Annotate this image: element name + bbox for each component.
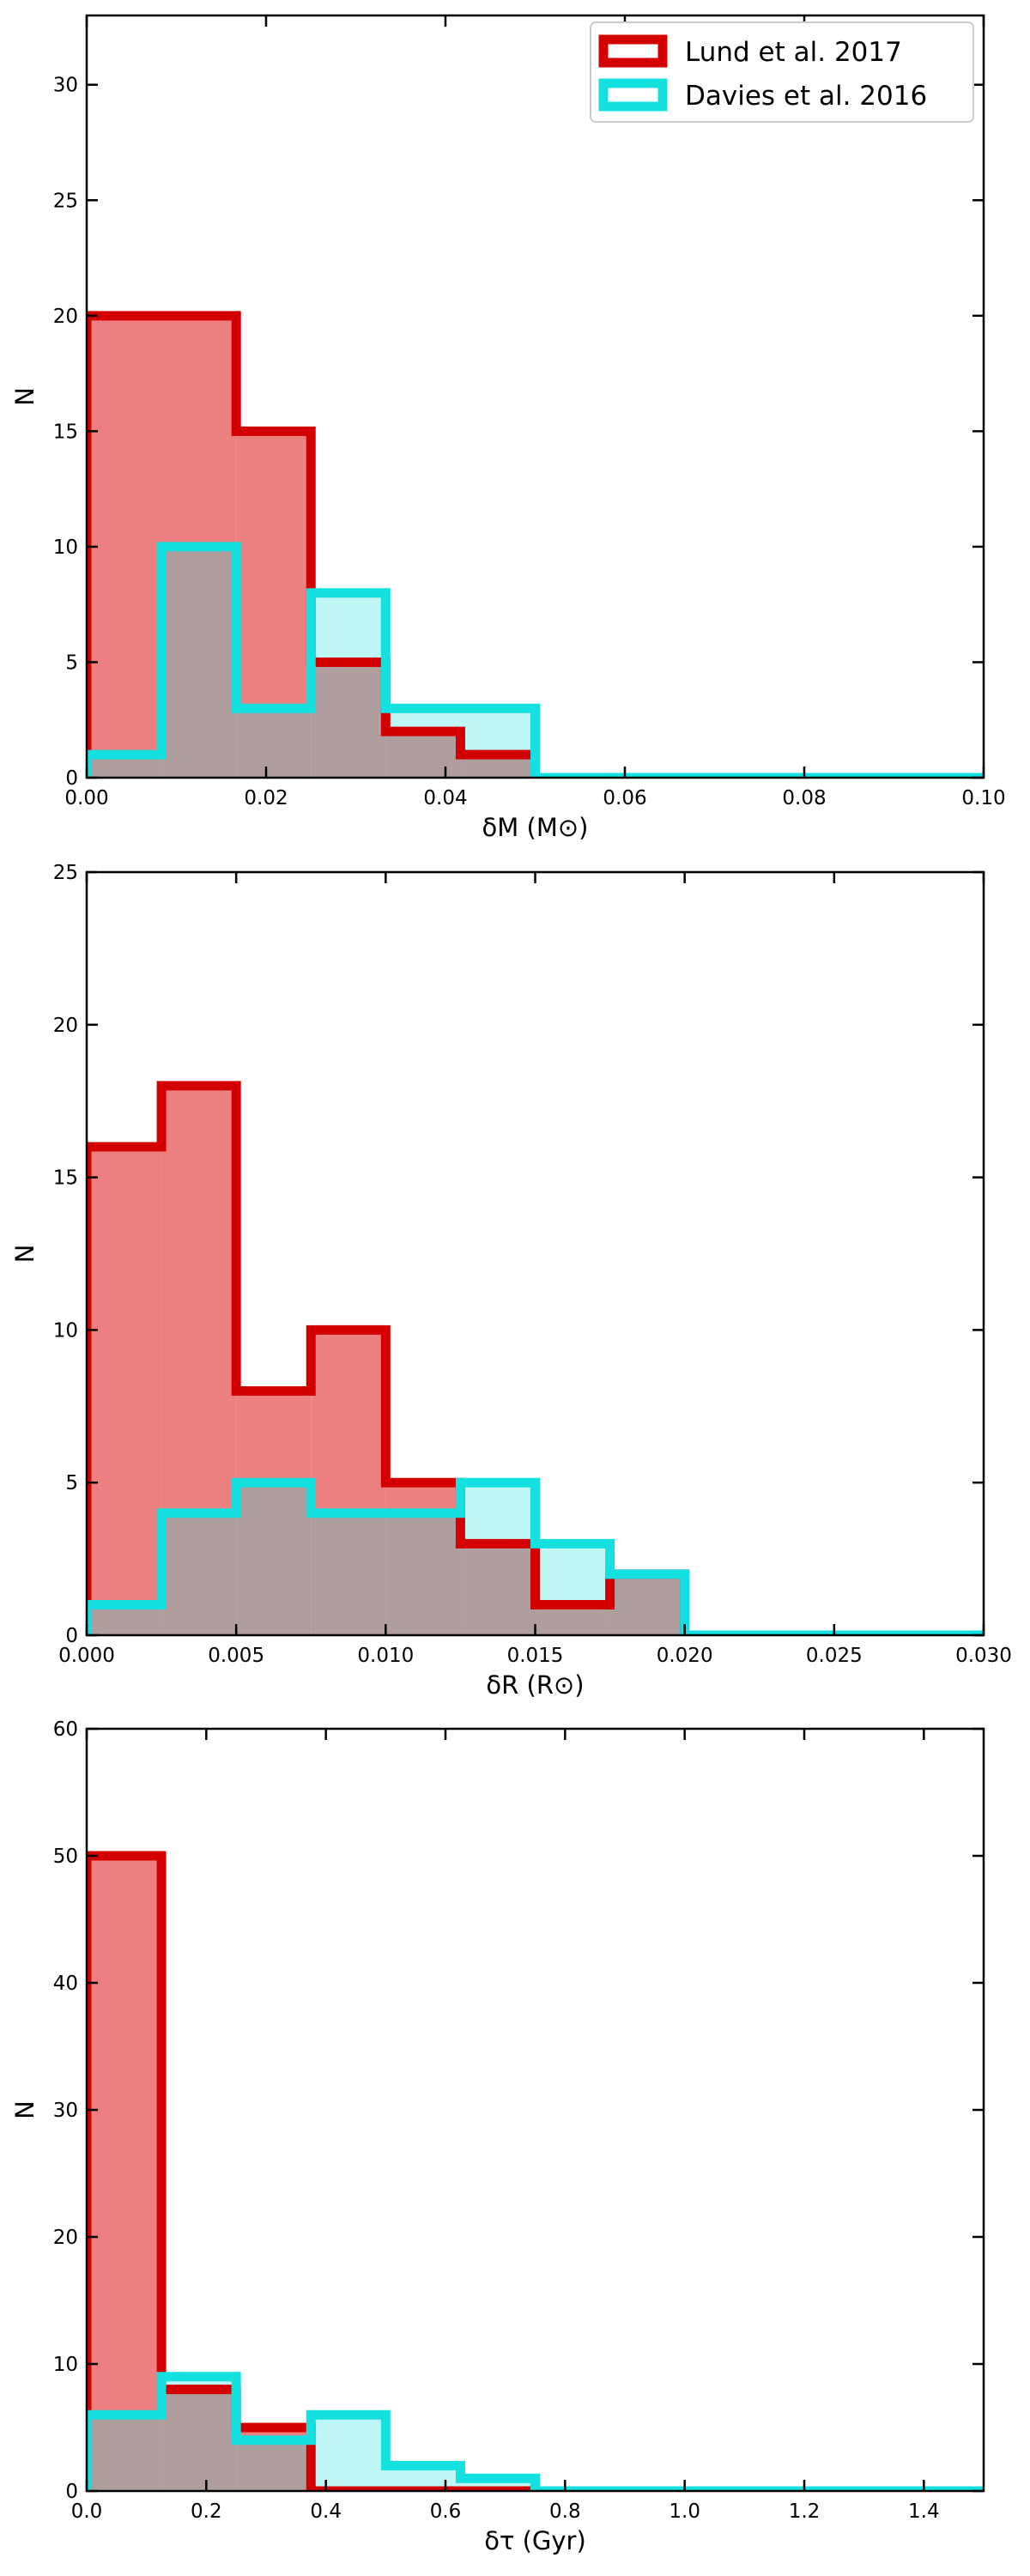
y-tick-label: 20 — [53, 1015, 78, 1037]
lund-outline — [87, 311, 984, 778]
legend: Lund et al. 2017 Davies et al. 2016 — [590, 21, 974, 123]
overlap-bar — [236, 1482, 312, 1635]
plot-area — [87, 311, 984, 778]
overlap-bar — [311, 662, 386, 778]
x-tick-label: 0.0 — [71, 2500, 103, 2523]
x-tick-label: 0.015 — [507, 1645, 564, 1667]
davies-outline — [87, 1477, 984, 1635]
overlap-bar — [609, 1573, 685, 1635]
axes-frame — [85, 14, 985, 779]
y-tick-label: 30 — [53, 2100, 78, 2122]
overlap-bar — [236, 2440, 312, 2491]
y-tick-label: 10 — [53, 1319, 78, 1342]
y-tick-label: 0 — [65, 767, 78, 790]
chart-panel-3: 0.0 0.2 0.4 0.6 0.8 1.0 1.2 1.4 0 10 20 30 40 50 60 δτ … — [10, 1718, 985, 2555]
plot-area — [87, 1081, 984, 1635]
chart-panel-1: 0.00 0.02 0.04 0.06 0.08 0.10 0 5 10 15 20 25 30 δM (… — [10, 14, 1006, 842]
y-tick-label: 15 — [53, 1167, 78, 1190]
lund-bar — [87, 1147, 162, 1635]
x-tick-label: 0.010 — [357, 1645, 414, 1667]
y-tick-label: 50 — [53, 1846, 78, 1868]
x-tick-label: 0.2 — [191, 2500, 222, 2523]
x-tick-label: 0.08 — [782, 787, 826, 809]
davies-outline — [87, 542, 984, 778]
y-tick-label: 5 — [65, 1472, 78, 1494]
x-tick-label: 1.4 — [908, 2500, 940, 2523]
x-tick-label: 0.005 — [208, 1645, 264, 1667]
legend-swatch-davies — [598, 78, 668, 112]
y-tick-label: 40 — [53, 1973, 78, 1995]
legend-swatch-lund — [598, 34, 668, 68]
x-tick-label: 0.00 — [64, 787, 108, 809]
y-axis-label: N — [10, 1245, 39, 1264]
y-tick-label: 60 — [53, 1718, 78, 1741]
chart-panel-2: 0.000 0.005 0.010 0.015 0.020 0.025 0.030 0 5 10 1… — [10, 862, 1012, 1700]
x-tick-label: 0.06 — [603, 787, 646, 809]
overlap-bar — [161, 546, 237, 778]
overlap-bar — [87, 2415, 162, 2491]
davies-bar — [311, 2415, 386, 2491]
y-tick-label: 25 — [53, 862, 78, 884]
y-tick-label: 25 — [53, 190, 78, 212]
x-tick-label: 1.2 — [789, 2500, 821, 2523]
y-tick-label: 0 — [65, 2481, 78, 2503]
overlap-bar — [87, 1604, 162, 1635]
y-tick-label: 10 — [53, 536, 78, 559]
x-tick-label: 0.04 — [423, 787, 467, 809]
x-axis-label: δτ (Gyr) — [484, 2526, 586, 2555]
lund-outline — [87, 1851, 984, 2491]
overlap-bar — [460, 1543, 536, 1635]
x-tick-label: 0.8 — [549, 2500, 581, 2523]
x-tick-label: 0.025 — [806, 1645, 863, 1667]
x-tick-label: 1.0 — [669, 2500, 700, 2523]
x-tick-label: 0.4 — [310, 2500, 342, 2523]
legend-box — [590, 21, 974, 123]
overlap-bar — [161, 2389, 237, 2491]
x-tick-label: 0.10 — [961, 787, 1005, 809]
legend-label-lund: Lund et al. 2017 — [685, 37, 902, 68]
y-tick-label: 10 — [53, 2354, 78, 2376]
y-axis-label: N — [10, 2100, 39, 2119]
overlap-bar — [385, 1512, 461, 1635]
y-tick-label: 0 — [65, 1625, 78, 1647]
x-tick-label: 0.6 — [430, 2500, 462, 2523]
davies-outline — [87, 2372, 984, 2491]
x-axis-label: δM (M⊙) — [482, 813, 589, 842]
x-tick-label: 0.030 — [955, 1645, 1012, 1667]
overlap-bar — [236, 708, 312, 778]
x-tick-label: 0.020 — [657, 1645, 713, 1667]
y-tick-label: 5 — [65, 652, 78, 674]
y-tick-label: 15 — [53, 421, 78, 443]
y-tick-label: 30 — [53, 75, 78, 97]
overlap-bar — [385, 731, 461, 778]
overlap-bar — [161, 1512, 237, 1635]
lund-bar — [87, 1856, 162, 2491]
legend-label-davies: Davies et al. 2016 — [685, 81, 927, 112]
x-tick-label: 0.02 — [244, 787, 288, 809]
y-tick-label: 20 — [53, 306, 78, 328]
plot-area — [87, 1851, 984, 2491]
overlap-bar — [535, 1604, 610, 1635]
x-tick-label: 0.000 — [58, 1645, 115, 1667]
x-axis-label: δR (R⊙) — [486, 1670, 584, 1700]
y-axis-label: N — [10, 387, 39, 406]
y-tick-label: 20 — [53, 2227, 78, 2249]
lund-bar — [87, 315, 162, 778]
overlap-bar — [311, 1512, 386, 1635]
